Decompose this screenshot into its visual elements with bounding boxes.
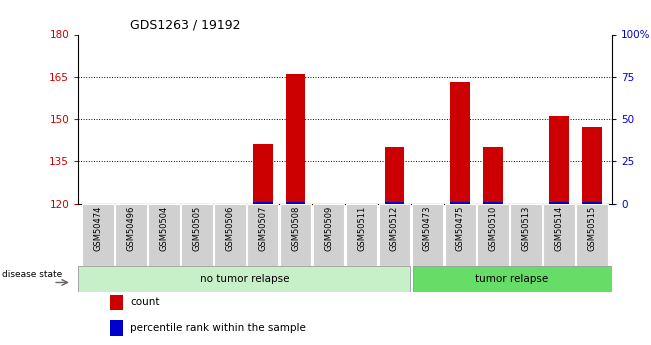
Bar xyxy=(413,266,612,292)
Bar xyxy=(110,294,124,310)
Text: GSM50475: GSM50475 xyxy=(456,205,465,251)
Text: GSM50511: GSM50511 xyxy=(357,205,366,251)
Bar xyxy=(385,201,404,204)
Bar xyxy=(286,74,305,204)
Text: GDS1263 / 19192: GDS1263 / 19192 xyxy=(130,19,241,32)
Text: GSM50509: GSM50509 xyxy=(324,205,333,251)
Bar xyxy=(247,204,279,266)
Bar xyxy=(484,147,503,204)
Text: GSM50507: GSM50507 xyxy=(258,205,267,251)
Text: GSM50504: GSM50504 xyxy=(159,205,169,251)
Bar xyxy=(450,82,470,204)
Bar xyxy=(445,204,476,266)
Bar xyxy=(312,204,344,266)
Text: GSM50513: GSM50513 xyxy=(521,205,531,251)
Bar xyxy=(477,204,509,266)
Text: GSM50508: GSM50508 xyxy=(291,205,300,251)
Bar xyxy=(214,204,245,266)
Text: GSM50505: GSM50505 xyxy=(192,205,201,251)
Bar xyxy=(286,201,305,204)
Bar xyxy=(484,201,503,204)
Text: no tumor relapse: no tumor relapse xyxy=(201,274,290,284)
Text: GSM50510: GSM50510 xyxy=(489,205,498,251)
Text: GSM50515: GSM50515 xyxy=(588,205,597,251)
Bar xyxy=(549,201,569,204)
Text: percentile rank within the sample: percentile rank within the sample xyxy=(130,324,307,334)
Text: tumor relapse: tumor relapse xyxy=(475,274,549,284)
Text: GSM50473: GSM50473 xyxy=(423,205,432,251)
Bar xyxy=(346,204,378,266)
Bar xyxy=(253,144,273,204)
Bar xyxy=(78,266,410,292)
Bar xyxy=(379,204,410,266)
Bar xyxy=(582,201,602,204)
Text: disease state: disease state xyxy=(1,270,62,279)
Text: GSM50506: GSM50506 xyxy=(225,205,234,251)
Bar xyxy=(549,116,569,204)
Bar xyxy=(82,204,114,266)
Text: count: count xyxy=(130,297,160,307)
Bar xyxy=(115,204,146,266)
Bar xyxy=(253,201,273,204)
Bar xyxy=(544,204,575,266)
Text: GSM50514: GSM50514 xyxy=(555,205,564,251)
Bar xyxy=(110,321,124,336)
Bar xyxy=(510,204,542,266)
Bar xyxy=(582,128,602,204)
Text: GSM50474: GSM50474 xyxy=(93,205,102,251)
Bar xyxy=(450,201,470,204)
Bar xyxy=(576,204,608,266)
Bar xyxy=(280,204,311,266)
Bar xyxy=(148,204,180,266)
Bar xyxy=(411,204,443,266)
Text: GSM50496: GSM50496 xyxy=(126,205,135,251)
Bar xyxy=(181,204,213,266)
Bar xyxy=(385,147,404,204)
Text: GSM50512: GSM50512 xyxy=(390,205,399,251)
